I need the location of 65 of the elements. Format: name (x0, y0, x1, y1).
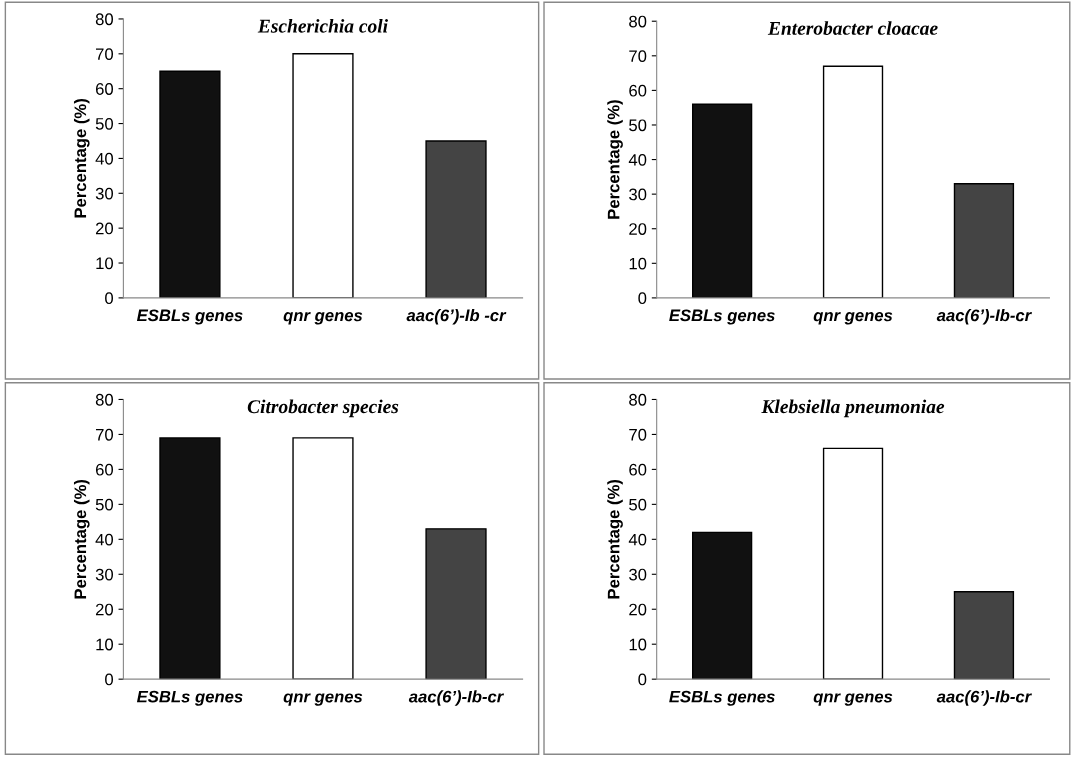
x-tick-label: qnr genes (813, 693, 893, 706)
y-tick-label: 80 (95, 393, 114, 406)
y-axis-title: Percentage (%) (73, 479, 90, 599)
y-tick-label: 0 (638, 673, 647, 686)
x-tick-label: qnr genes (283, 693, 363, 706)
y-tick-label: 50 (95, 117, 114, 130)
y-tick-label: 70 (95, 48, 114, 61)
x-tick-label: aac(6’)-Ib-cr (936, 690, 1032, 706)
y-tick-label: 10 (629, 638, 647, 651)
x-tick-label: ESBLs genes (136, 309, 243, 325)
bar (691, 103, 753, 298)
y-tick-label: 80 (629, 15, 647, 28)
y-tick-label: 30 (629, 188, 647, 201)
y-tick-label: 20 (629, 603, 647, 616)
y-tick-label: 50 (95, 498, 114, 511)
x-tick-label: aac(6’)-Ib-cr (408, 690, 505, 706)
bar (822, 447, 884, 680)
y-axis-title: Percentage (%) (73, 99, 90, 218)
y-tick-label: 20 (95, 222, 114, 235)
x-tick-label: ESBLs genes (669, 690, 775, 706)
y-tick-label: 60 (95, 83, 114, 95)
y-tick-label: 80 (629, 393, 647, 406)
y-tick-label: 40 (95, 533, 114, 546)
y-tick-label: 20 (95, 603, 114, 616)
bar (425, 140, 487, 298)
chart-title: Citrobacter species (247, 399, 399, 418)
chart-title: Enterobacter cloacae (767, 21, 938, 35)
x-tick-label: aac(6’)-Ib -cr (406, 309, 507, 325)
y-tick-label: 60 (629, 84, 647, 97)
chart-title: Klebsiella pneumoniae (761, 399, 945, 418)
y-axis-title: Percentage (%) (607, 479, 623, 599)
bar (822, 65, 884, 298)
y-tick-label: 10 (96, 257, 114, 270)
chart-title: Escherichia coli (257, 18, 388, 33)
y-tick-label: 40 (628, 153, 647, 166)
x-tick-label: ESBLs genes (669, 309, 775, 325)
y-tick-label: 70 (629, 50, 647, 63)
y-tick-label: 40 (95, 152, 114, 165)
x-tick-label: qnr genes (813, 312, 893, 325)
y-tick-label: 0 (638, 292, 647, 305)
y-tick-label: 30 (95, 568, 114, 581)
y-tick-label: 0 (105, 292, 114, 305)
bar (953, 183, 1015, 298)
bar (953, 591, 1015, 680)
x-tick-label: qnr genes (283, 312, 363, 325)
y-tick-label: 70 (95, 428, 114, 441)
bar (292, 53, 354, 298)
y-tick-label: 50 (629, 498, 647, 511)
x-tick-label: ESBLs genes (136, 690, 243, 706)
y-tick-label: 20 (629, 223, 647, 235)
y-tick-label: 40 (628, 533, 647, 546)
y-tick-label: 30 (629, 568, 647, 581)
y-tick-label: 80 (95, 13, 114, 26)
y-tick-label: 10 (96, 638, 114, 651)
x-tick-label: aac(6’)-Ib-cr (936, 309, 1032, 325)
y-tick-label: 60 (629, 463, 647, 476)
y-tick-label: 70 (629, 428, 647, 441)
y-tick-label: 10 (629, 257, 647, 270)
y-tick-label: 30 (95, 187, 114, 200)
y-axis-title: Percentage (%) (607, 100, 623, 219)
y-tick-label: 0 (105, 673, 114, 686)
y-tick-label: 50 (629, 119, 647, 132)
bar (159, 70, 221, 298)
y-tick-label: 60 (95, 463, 114, 476)
bar (691, 531, 753, 680)
